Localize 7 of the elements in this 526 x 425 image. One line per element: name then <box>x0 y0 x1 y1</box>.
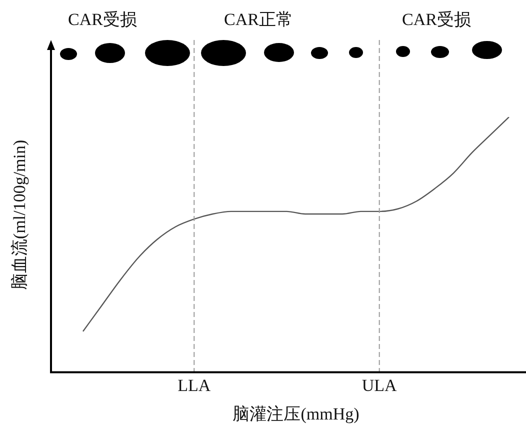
text: CAR受损 <box>68 9 137 31</box>
x-axis-title: 脑灌注压(mmHg) <box>232 404 360 424</box>
x-tick-label: ULA <box>362 376 398 395</box>
text: CAR正常 <box>224 9 293 31</box>
x-tick-label: LLA <box>178 376 212 395</box>
text: CAR受损 <box>402 9 471 31</box>
y-axis-title: 脑血流(ml/100g/min) <box>9 140 30 290</box>
